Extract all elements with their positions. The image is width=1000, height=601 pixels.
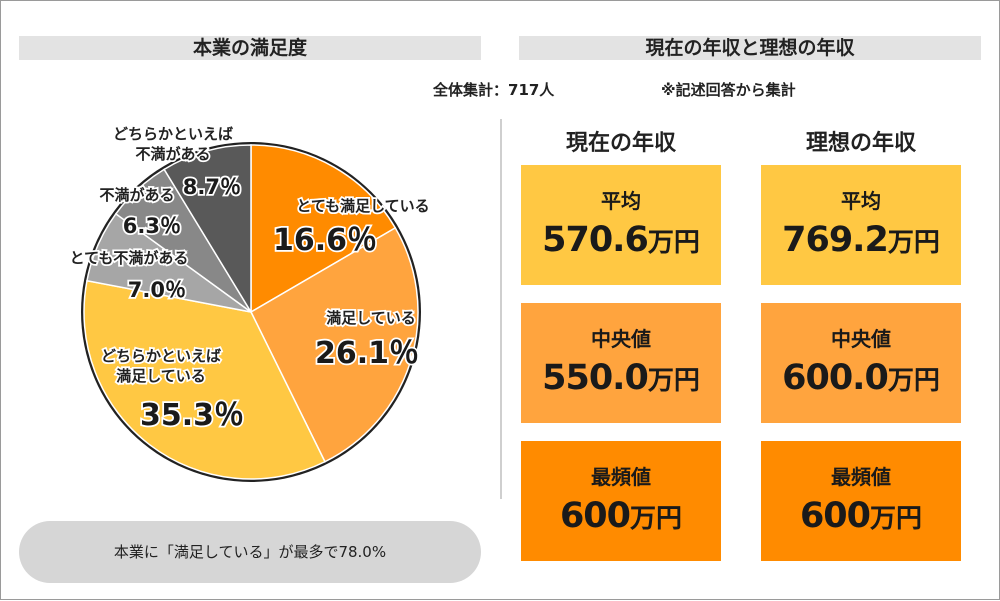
pie-slice-somewhat-dissatisfied [163, 144, 252, 315]
slice-label-very-satisfied: とても満足している [296, 197, 429, 215]
slice-label-somewhat-satisfied: 満足している [116, 367, 206, 385]
card-number: 769.2 [782, 220, 889, 260]
card-number: 600.0 [782, 358, 889, 398]
slice-value-satisfied: 26.1％ [315, 336, 419, 371]
pie-slice-very-satisfied [250, 144, 397, 314]
current-mode-card: 最頻値 600万円 [521, 441, 721, 561]
slice-label-somewhat-dissatisfied: どちらかといえば [113, 125, 233, 143]
pie-slice-satisfied [250, 226, 419, 463]
card-number: 550.0 [542, 358, 649, 398]
slice-value-somewhat-dissatisfied: 8.7％ [183, 175, 241, 199]
slice-label-somewhat-satisfied: どちらかといえば [101, 347, 221, 365]
summary-banner: 本業に「満足している」が最多で78.0% [19, 521, 481, 583]
card-value: 600.0万円 [761, 358, 961, 398]
card-label: 最頻値 [591, 465, 651, 489]
current-income-title: 現在の年収 [565, 131, 676, 156]
card-value: 550.0万円 [521, 358, 721, 398]
ideal-average-card: 平均 769.2万円 [761, 165, 961, 285]
satisfaction-header: 本業の満足度 [19, 36, 481, 60]
card-label: 平均 [841, 189, 881, 213]
card-label: 中央値 [591, 327, 651, 351]
card-label: 中央値 [831, 327, 891, 351]
card-unit: 万円 [887, 228, 940, 258]
current-median-card: 中央値 550.0万円 [521, 303, 721, 423]
ideal-median-card: 中央値 600.0万円 [761, 303, 961, 423]
current-average-card: 平均 570.6万円 [521, 165, 721, 285]
card-unit: 万円 [887, 366, 940, 396]
pie-slice-somewhat-satisfied [83, 279, 326, 480]
slice-label-satisfied: 満足している [326, 309, 416, 327]
ideal-mode-card: 最頻値 600万円 [761, 441, 961, 561]
card-unit: 万円 [647, 366, 700, 396]
source-note: ※記述回答から集計 [661, 81, 796, 99]
ideal-income-title: 理想の年収 [805, 131, 916, 156]
slice-value-somewhat-satisfied: 35.3％ [140, 398, 244, 433]
card-label: 最頻値 [831, 465, 891, 489]
card-number: 600 [799, 496, 871, 536]
card-value: 600万円 [521, 496, 721, 536]
satisfaction-pie-chart: とても満足している16.6％満足している26.1％どちらかといえば満足している3… [68, 123, 431, 482]
card-unit: 万円 [870, 504, 923, 534]
slice-value-dissatisfied: 6.3％ [123, 214, 181, 238]
card-value: 570.6万円 [521, 220, 721, 260]
slice-label-somewhat-dissatisfied: 不満がある [135, 145, 210, 163]
total-respondents-note: 全体集計：717人 [433, 81, 555, 99]
slice-value-very-satisfied: 16.6％ [273, 223, 377, 258]
slice-value-very-dissatisfied: 7.0％ [128, 278, 186, 302]
card-value: 769.2万円 [761, 220, 961, 260]
income-header: 現在の年収と理想の年収 [519, 36, 981, 60]
section-divider [500, 119, 502, 499]
slice-label-very-dissatisfied: とても不満がある [70, 249, 189, 267]
card-number: 600 [559, 496, 631, 536]
card-unit: 万円 [647, 228, 700, 258]
slice-label-dissatisfied: 不満がある [99, 186, 174, 204]
card-number: 570.6 [542, 220, 649, 260]
card-unit: 万円 [630, 504, 683, 534]
card-label: 平均 [601, 189, 641, 213]
card-value: 600万円 [761, 496, 961, 536]
